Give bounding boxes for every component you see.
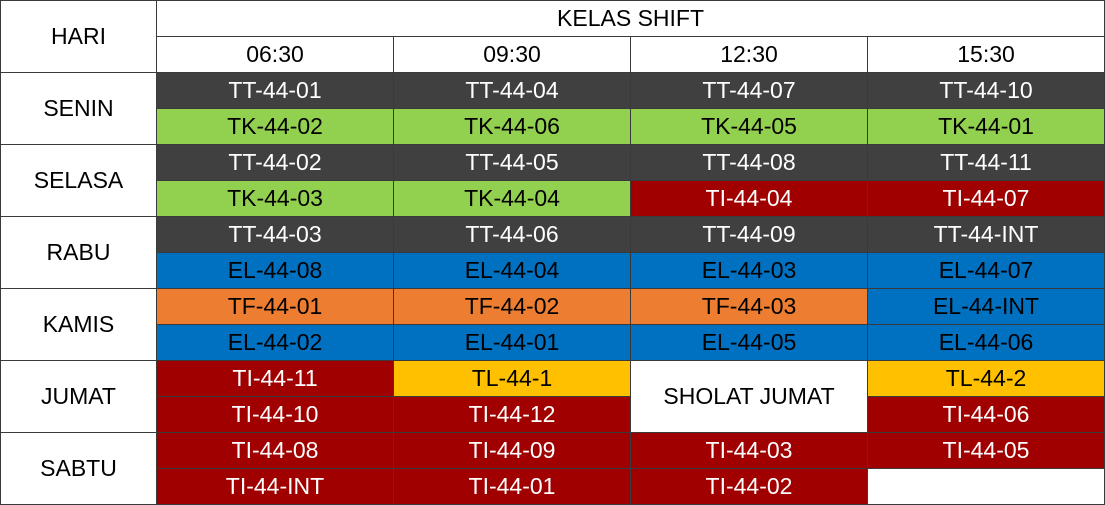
class-cell: TK-44-06 [393, 108, 631, 145]
class-cell: EL-44-08 [156, 252, 394, 289]
class-cell: TI-44-02 [630, 468, 868, 505]
class-cell: TT-44-04 [393, 72, 631, 109]
class-cell: TI-44-11 [156, 360, 394, 397]
class-cell: TI-44-04 [630, 180, 868, 217]
header-title-row: HARI KELAS SHIFT [0, 0, 1105, 73]
class-cell: TK-44-01 [866, 108, 1105, 145]
class-cell: TI-44-05 [866, 432, 1105, 469]
empty-cell [866, 468, 1105, 505]
schedule-row: TK-44-02 TK-44-06 TK-44-05 TK-44-01 [1, 108, 1105, 145]
class-cell: EL-44-05 [630, 324, 868, 361]
schedule-row: SELASA TT-44-02 TT-44-05 TT-44-08 TT-44-… [0, 144, 1105, 217]
class-cell: EL-44-03 [630, 252, 868, 289]
day-label-kamis: KAMIS [0, 288, 157, 361]
class-cell: TF-44-03 [630, 288, 868, 325]
schedule-row: SABTU TI-44-08 TI-44-09 TI-44-03 TI-44-0… [0, 432, 1105, 505]
day-label-sabtu: SABTU [0, 432, 157, 505]
day-label-rabu: RABU [0, 216, 157, 289]
class-cell: TT-44-01 [156, 72, 394, 109]
schedule-row: TK-44-03 TK-44-04 TI-44-04 TI-44-07 [1, 180, 1105, 217]
class-cell: TT-44-09 [630, 216, 868, 253]
class-cell: EL-44-04 [393, 252, 631, 289]
time-slot-header: 15:30 [866, 36, 1105, 73]
class-cell: EL-44-INT [866, 288, 1105, 325]
class-cell: TT-44-02 [156, 144, 394, 181]
day-label-selasa: SELASA [0, 144, 157, 217]
schedule-row: JUMAT TI-44-11 TL-44-1 SHOLAT JUMAT TL-4… [0, 360, 1105, 433]
class-cell: TF-44-02 [393, 288, 631, 325]
schedule-row: RABU TT-44-03 TT-44-06 TT-44-09 TT-44-IN… [0, 216, 1105, 289]
class-cell: TI-44-10 [156, 396, 394, 433]
class-cell: EL-44-01 [393, 324, 631, 361]
schedule-row: SENIN TT-44-01 TT-44-04 TT-44-07 TT-44-1… [0, 72, 1105, 145]
class-cell: TT-44-07 [630, 72, 868, 109]
time-slot-header: 06:30 [156, 36, 394, 73]
class-cell: TI-44-03 [630, 432, 868, 469]
day-column-header: HARI [0, 0, 157, 73]
class-cell: TI-44-INT [156, 468, 394, 505]
class-cell: TF-44-01 [156, 288, 394, 325]
day-label-senin: SENIN [0, 72, 157, 145]
class-cell: TK-44-04 [393, 180, 631, 217]
time-slot-header: 12:30 [630, 36, 868, 73]
class-cell: TT-44-11 [866, 144, 1105, 181]
class-cell: TI-44-01 [393, 468, 631, 505]
class-cell: TL-44-2 [866, 360, 1105, 397]
class-cell: TT-44-INT [866, 216, 1105, 253]
class-cell: TK-44-03 [156, 180, 394, 217]
friday-prayer-cell: SHOLAT JUMAT [630, 360, 868, 433]
time-slot-row: 06:30 09:30 12:30 15:30 [1, 36, 1105, 73]
class-cell: TI-44-12 [393, 396, 631, 433]
class-cell: EL-44-02 [156, 324, 394, 361]
class-cell: TT-44-05 [393, 144, 631, 181]
schedule-row: TI-44-10 TI-44-12 TI-44-06 [1, 396, 1105, 433]
class-cell: EL-44-06 [866, 324, 1105, 361]
class-cell: TT-44-03 [156, 216, 394, 253]
class-cell: TL-44-1 [393, 360, 631, 397]
schedule-row: EL-44-08 EL-44-04 EL-44-03 EL-44-07 [1, 252, 1105, 289]
class-cell: TI-44-09 [393, 432, 631, 469]
schedule-row: EL-44-02 EL-44-01 EL-44-05 EL-44-06 [1, 324, 1105, 361]
class-cell: TK-44-05 [630, 108, 868, 145]
class-cell: TT-44-06 [393, 216, 631, 253]
class-cell: TT-44-10 [866, 72, 1105, 109]
schedule-row: TI-44-INT TI-44-01 TI-44-02 [1, 468, 1105, 505]
class-cell: TI-44-06 [866, 396, 1105, 433]
class-cell: TI-44-08 [156, 432, 394, 469]
class-cell: TK-44-02 [156, 108, 394, 145]
day-label-jumat: JUMAT [0, 360, 157, 433]
class-cell: TI-44-07 [866, 180, 1105, 217]
class-cell: TT-44-08 [630, 144, 868, 181]
class-cell: EL-44-07 [866, 252, 1105, 289]
schedule-row: KAMIS TF-44-01 TF-44-02 TF-44-03 EL-44-I… [0, 288, 1105, 361]
time-slot-header: 09:30 [393, 36, 631, 73]
schedule-title: KELAS SHIFT [155, 0, 1105, 37]
